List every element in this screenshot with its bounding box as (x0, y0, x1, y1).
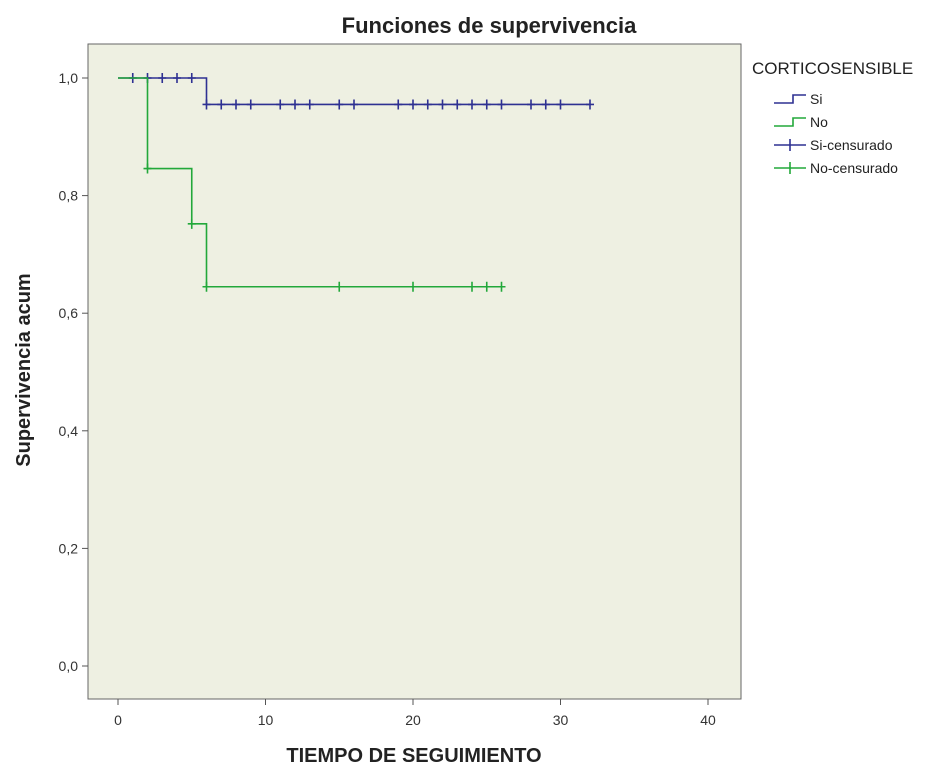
legend-entry: No-censurado (774, 160, 898, 176)
legend-step-swatch (774, 117, 806, 127)
legend-label: No (810, 114, 828, 130)
censor-mark (586, 99, 594, 110)
legend-title: CORTICOSENSIBLE (752, 59, 913, 78)
legend-entry: Si-censurado (774, 137, 893, 153)
censor-mark (556, 99, 565, 110)
y-axis: 0,0 0,2 0,4 0,6 0,8 1,0 (59, 70, 88, 674)
censor-mark (527, 99, 535, 110)
censor-mark (158, 73, 167, 83)
censor-mark (143, 163, 152, 174)
censor-mark (394, 99, 403, 110)
y-tick-label: 0,2 (59, 540, 79, 556)
series-no (118, 77, 506, 292)
censor-mark (232, 99, 240, 110)
censor-mark (246, 99, 255, 110)
y-tick-label: 0,6 (59, 305, 79, 321)
censor-mark (409, 281, 417, 292)
censor-mark (497, 281, 506, 292)
y-tick-label: 0,4 (59, 423, 79, 439)
legend-label: Si-censurado (810, 137, 893, 153)
censor-mark (291, 99, 299, 110)
y-tick-label: 1,0 (59, 70, 79, 86)
censor-mark (217, 99, 226, 110)
censor-mark (541, 99, 550, 110)
legend-step-swatch (774, 94, 806, 104)
censor-mark (202, 281, 211, 292)
y-tick-label: 0,8 (59, 188, 79, 204)
x-tick-label: 20 (405, 712, 421, 728)
censor-mark (438, 99, 447, 110)
censor-mark (350, 99, 358, 110)
legend-label: No-censurado (810, 160, 898, 176)
censor-mark (335, 281, 344, 292)
chart-title: Funciones de supervivencia (342, 13, 637, 38)
censor-mark (173, 73, 181, 83)
x-tick-label: 10 (258, 712, 274, 728)
legend-censor-swatch (774, 139, 806, 151)
censor-mark (423, 99, 432, 110)
censor-mark (187, 73, 196, 83)
censor-mark (482, 281, 491, 292)
plot-area (87, 43, 742, 700)
censor-mark (202, 99, 211, 110)
censor-mark (305, 99, 314, 110)
legend-entry: Si (774, 91, 822, 107)
censor-mark (468, 281, 476, 292)
censor-mark (276, 99, 285, 110)
legend-label: Si (810, 91, 822, 107)
survival-step-line (118, 77, 502, 288)
x-tick-label: 40 (700, 712, 716, 728)
censor-mark (453, 99, 462, 110)
legend-entry: No (774, 114, 828, 130)
censor-mark (497, 99, 506, 110)
legend-censor-swatch (774, 162, 806, 174)
x-tick-label: 0 (114, 712, 122, 728)
censor-mark (482, 99, 491, 110)
series-layer (118, 73, 594, 292)
x-axis-title: TIEMPO DE SEGUIMIENTO (286, 745, 541, 767)
censor-mark (187, 218, 196, 229)
y-axis-title: Supervivencia acum (13, 273, 35, 466)
censor-mark (468, 99, 476, 110)
x-axis: 0 10 20 30 40 (114, 699, 716, 728)
legend: CORTICOSENSIBLE Si No Si-censurado No-censu… (752, 59, 913, 176)
x-tick-label: 30 (553, 712, 569, 728)
censor-mark (409, 99, 417, 110)
censor-mark (335, 99, 344, 110)
y-tick-label: 0,0 (59, 658, 79, 674)
